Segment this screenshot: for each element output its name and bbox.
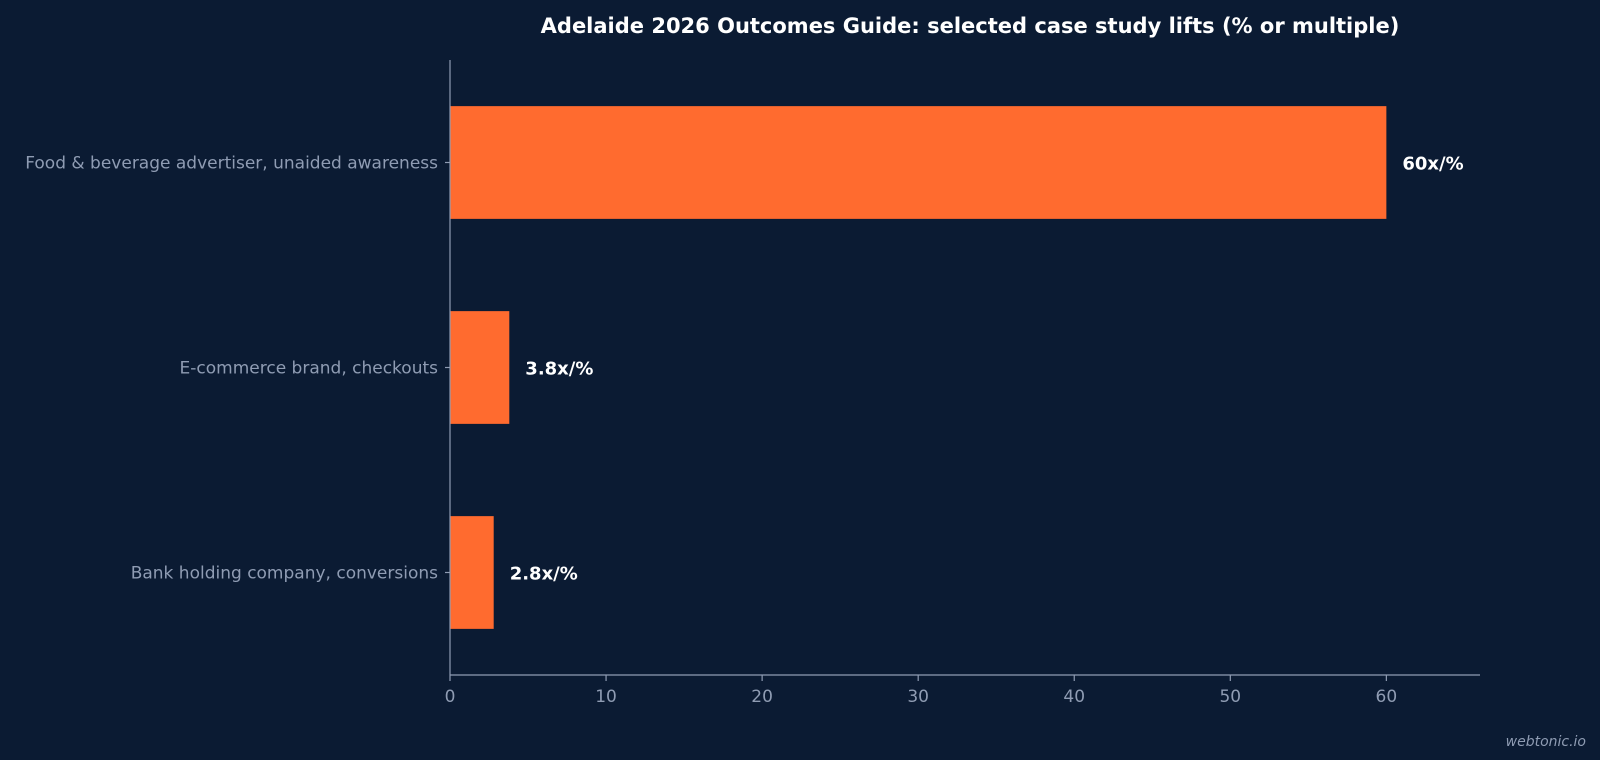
bars-layer: 60x/% 3.8x/% 2.8x/%	[450, 106, 1464, 629]
x-tick-label-2: 20	[751, 687, 773, 707]
x-tick-label-3: 30	[907, 687, 929, 707]
watermark: webtonic.io	[1505, 734, 1586, 750]
x-tick-label-0: 0	[445, 687, 456, 707]
x-tick-label-6: 60	[1376, 687, 1398, 707]
category-label-0: Food & beverage advertiser, unaided awar…	[25, 154, 438, 174]
chart-title: Adelaide 2026 Outcomes Guide: selected c…	[541, 14, 1400, 38]
category-label-1: E-commerce brand, checkouts	[180, 359, 439, 379]
data-label-1: 3.8x/%	[525, 359, 593, 380]
data-label-2: 2.8x/%	[510, 564, 578, 585]
bar-0	[450, 106, 1387, 219]
x-tick-label-1: 10	[595, 687, 617, 707]
bar-1	[450, 311, 510, 424]
x-tick-label-5: 50	[1219, 687, 1241, 707]
bar-2	[450, 516, 494, 629]
x-tick-label-4: 40	[1063, 687, 1085, 707]
axis-layer: Food & beverage advertiser, unaided awar…	[25, 60, 1480, 707]
category-label-2: Bank holding company, conversions	[131, 564, 438, 584]
data-label-0: 60x/%	[1402, 154, 1463, 175]
